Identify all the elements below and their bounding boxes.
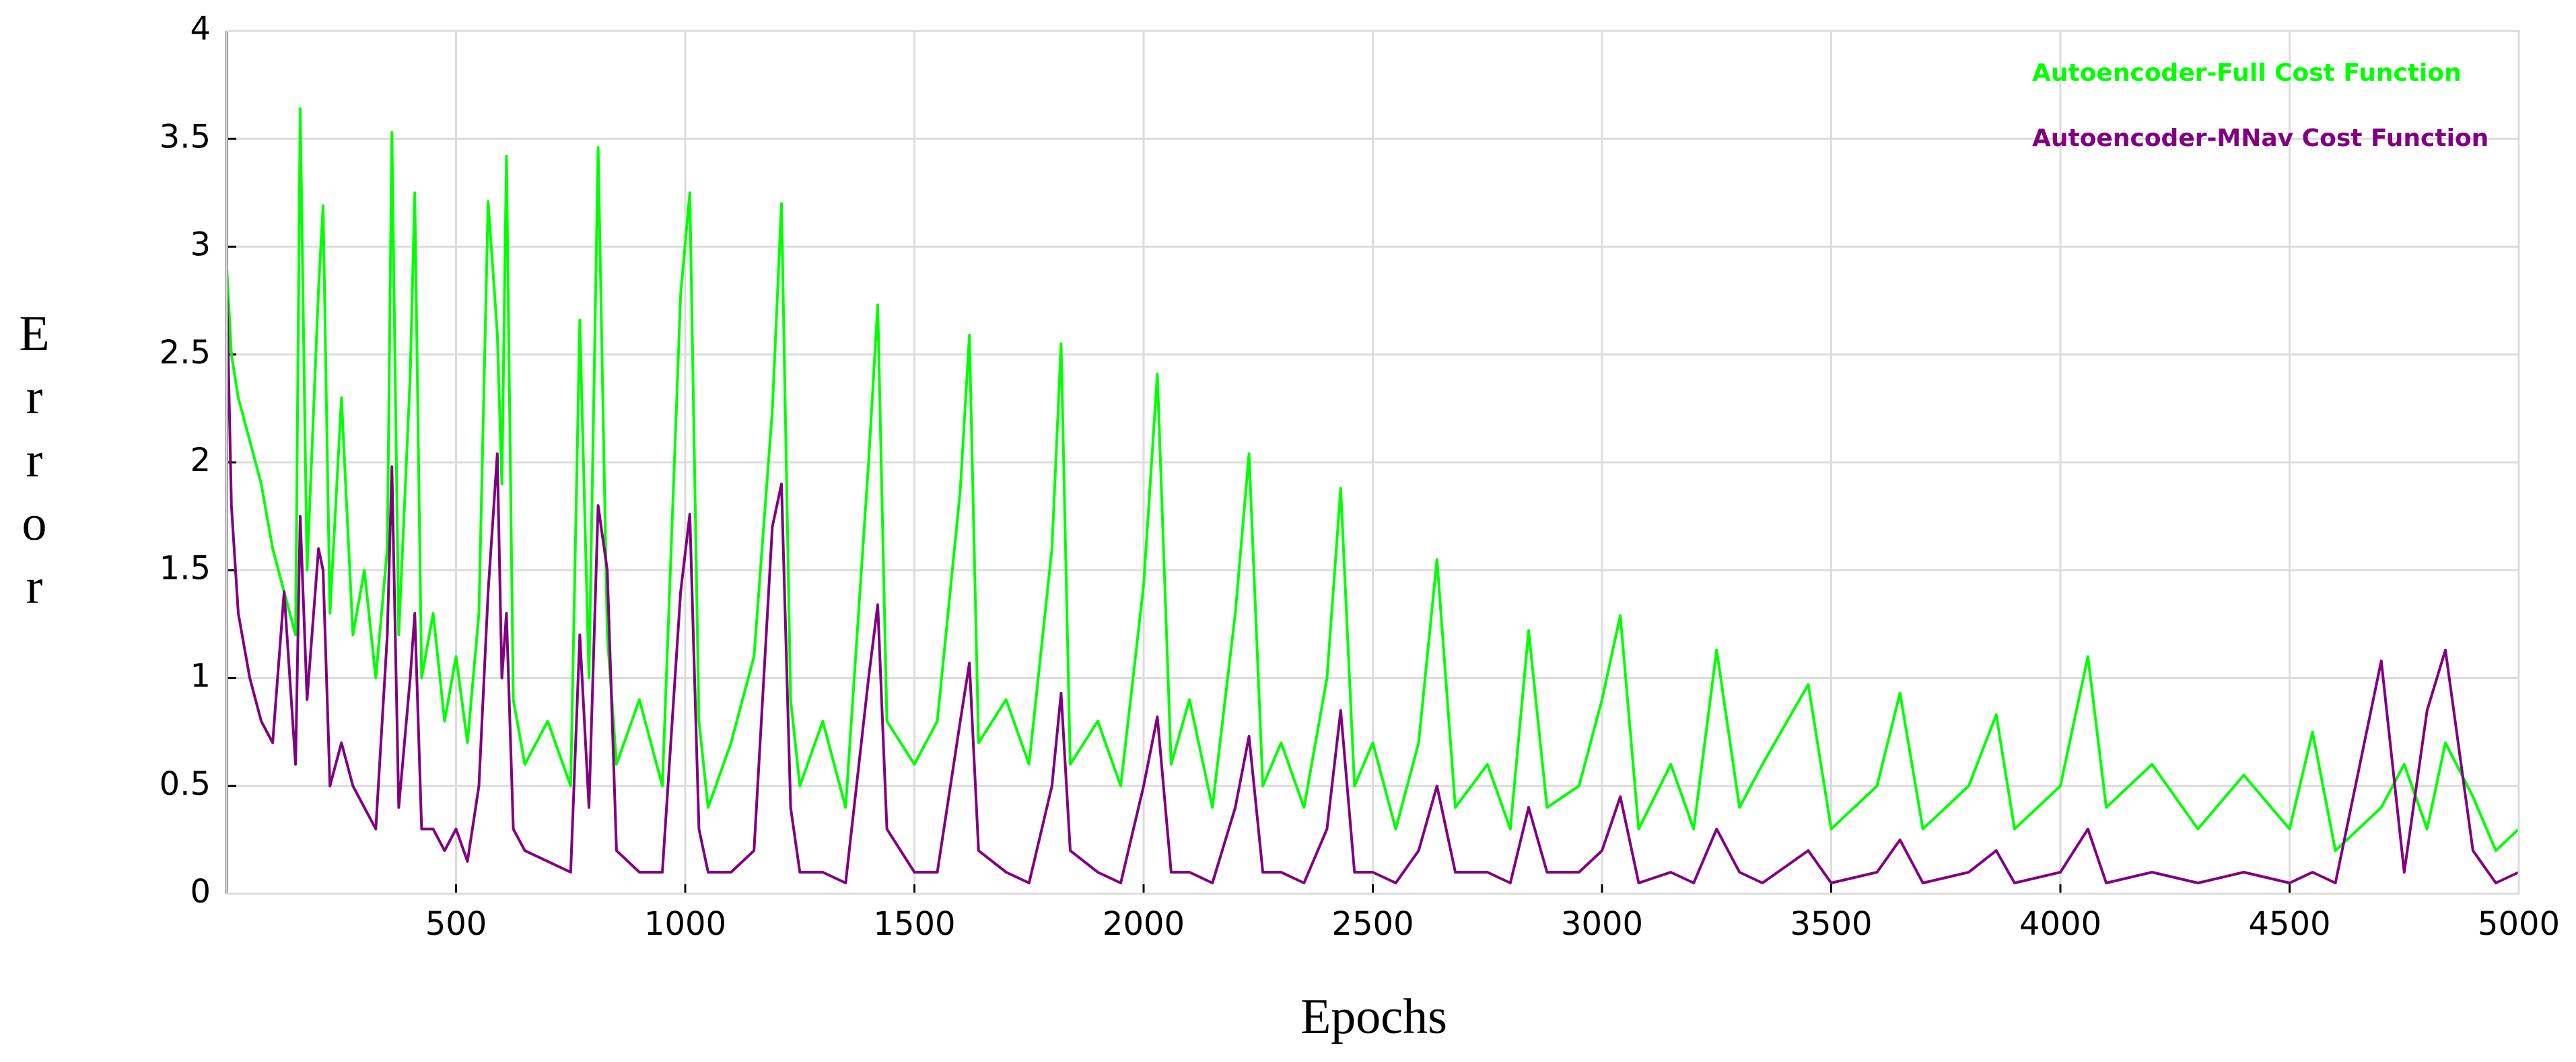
plot-frame bbox=[225, 30, 2520, 895]
x-tick-label: 2500 bbox=[1331, 905, 1414, 943]
y-tick-label: 0.5 bbox=[160, 765, 211, 803]
y-tick-label: 3 bbox=[190, 226, 211, 264]
x-tick-label: 2000 bbox=[1103, 905, 1185, 943]
y-tick-label: 1.5 bbox=[160, 549, 211, 587]
legend-label: Autoencoder-MNav Cost Function bbox=[2032, 125, 2488, 152]
y-tick-label: 2.5 bbox=[160, 334, 211, 371]
x-tick-label: 1000 bbox=[644, 905, 726, 943]
y-tick-label: 0 bbox=[190, 873, 211, 911]
series-line bbox=[225, 289, 2519, 884]
x-tick-label: 3500 bbox=[1790, 905, 1872, 943]
x-tick-label: 4500 bbox=[2248, 905, 2330, 943]
series-line bbox=[225, 107, 2520, 852]
x-tick-label: 4000 bbox=[2019, 905, 2101, 943]
y-tick-label: 3.5 bbox=[160, 118, 211, 155]
y-tick-label: 1 bbox=[190, 658, 211, 695]
y-tick-label: 2 bbox=[190, 441, 211, 479]
x-tick-label: 3000 bbox=[1561, 905, 1643, 943]
legend-label: Autoencoder-Full Cost Function bbox=[2032, 59, 2462, 87]
x-axis-label: Epochs bbox=[1300, 989, 1447, 1045]
y-axis-label: Error bbox=[7, 306, 62, 623]
y-tick-label: 4 bbox=[190, 10, 211, 48]
x-tick-label: 5000 bbox=[2478, 905, 2560, 943]
x-tick-label: 500 bbox=[425, 905, 487, 943]
x-tick-label: 1500 bbox=[873, 905, 955, 943]
